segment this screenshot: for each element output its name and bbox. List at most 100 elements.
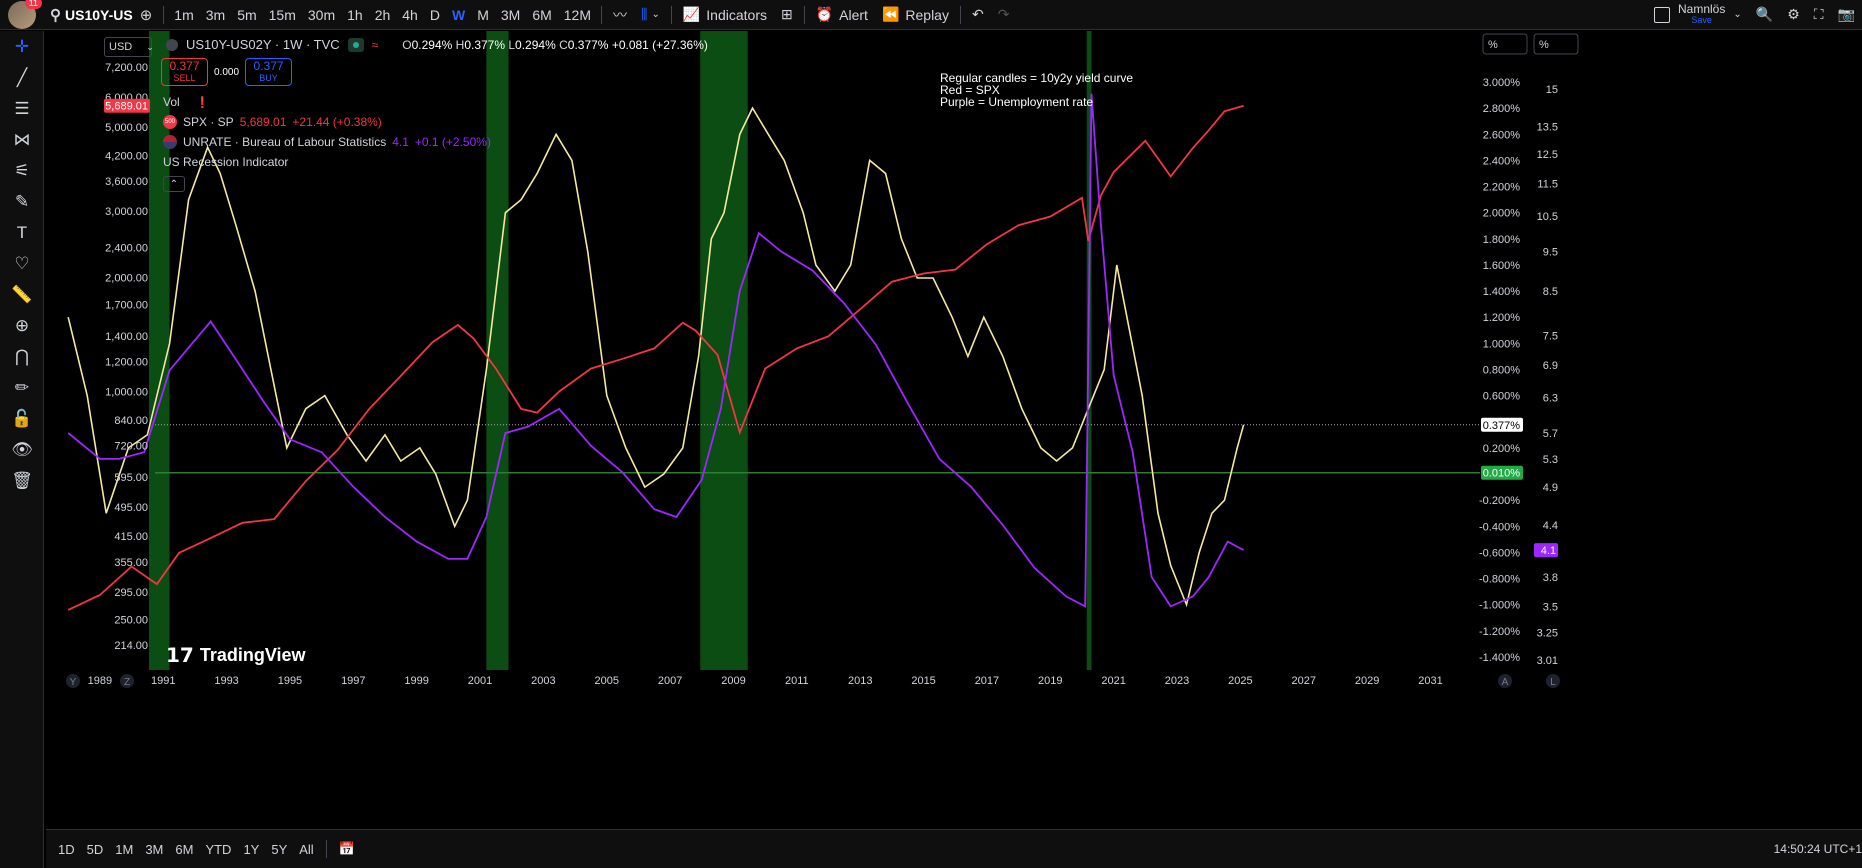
- symbol-search[interactable]: ⚲ US10Y-US: [50, 6, 133, 24]
- left-tick-label: 1,700.00: [105, 299, 148, 311]
- redo-icon: ↷: [997, 6, 1010, 22]
- right2-tick-label: 3.5: [1543, 601, 1558, 613]
- interval-w[interactable]: W: [451, 6, 466, 23]
- interval-3m[interactable]: 3M: [500, 6, 521, 23]
- collapse-legend-button[interactable]: ⌃: [163, 176, 185, 192]
- x-tick-label: 2023: [1165, 675, 1189, 687]
- right-axis-unit-select[interactable]: [1482, 33, 1528, 55]
- interval-1m[interactable]: 1m: [174, 6, 194, 23]
- log-scale-toggle[interactable]: [1546, 674, 1560, 688]
- range-ytd[interactable]: YTD: [205, 841, 232, 857]
- forecast-icon: ⚟: [14, 160, 30, 180]
- right2-tick-label: 9.5: [1543, 246, 1558, 258]
- trend-line-tool[interactable]: ╱: [0, 62, 44, 93]
- prediction-tool[interactable]: ⚟: [0, 155, 44, 186]
- redo-button[interactable]: ↷: [991, 0, 1017, 30]
- auto-scale-toggle[interactable]: [1498, 674, 1512, 688]
- left-tick-label: 250.00: [114, 614, 148, 626]
- sell-button[interactable]: 0.377 SELL: [161, 58, 208, 86]
- date-range-list: 1D 5D 1M 3M 6M YTD 1Y 5Y All: [52, 842, 320, 857]
- templates-button[interactable]: ⊞: [774, 0, 800, 30]
- right2-tick-label: 10.5: [1537, 211, 1558, 223]
- left-current-label: 5,689.01: [105, 101, 148, 113]
- unrate-label: UNRATE · Bureau of Labour Statistics: [183, 135, 387, 149]
- unrate-legend-row[interactable]: UNRATE · Bureau of Labour Statistics 4.1…: [163, 132, 491, 152]
- range-1y[interactable]: 1Y: [243, 841, 260, 857]
- chart-type-line-button[interactable]: 〰: [606, 0, 634, 30]
- camera-icon: 📷: [1837, 6, 1855, 22]
- indicators-button[interactable]: 📈 Indicators: [676, 0, 774, 30]
- tradingview-logo[interactable]: 𝟭𝟳 TradingView: [166, 643, 306, 668]
- interval-15m[interactable]: 15m: [268, 6, 296, 23]
- layout-select[interactable]: Namnlös Save ⌄: [1647, 0, 1749, 30]
- replay-button[interactable]: ⏪ Replay: [875, 0, 956, 30]
- y-axis-toggle[interactable]: [66, 674, 80, 688]
- right2-tick-label: 7.5: [1543, 330, 1558, 342]
- interval-5m[interactable]: 5m: [237, 6, 257, 23]
- right-tick-label: -1.000%: [1479, 600, 1520, 612]
- avatar[interactable]: 11: [8, 0, 42, 29]
- stay-drawing-tool[interactable]: ✏: [0, 372, 44, 403]
- text-annotation[interactable]: Regular candles = 10y2y yield curve Red …: [940, 72, 1133, 108]
- undo-button[interactable]: ↶: [965, 0, 991, 30]
- range-6m[interactable]: 6M: [175, 841, 194, 857]
- currency-select[interactable]: USD ⌄: [104, 37, 154, 57]
- x-tick-label: 2025: [1228, 675, 1252, 687]
- recession-legend-row[interactable]: US Recession Indicator: [163, 152, 491, 172]
- brush-tool[interactable]: ✎: [0, 186, 44, 217]
- range-5d[interactable]: 5D: [86, 841, 104, 857]
- spx-legend-row[interactable]: 500 SPX · SP 5,689.01 +21.44 (+0.38%): [163, 112, 491, 132]
- settings-button[interactable]: ⚙: [1780, 0, 1807, 30]
- remove-drawings-tool[interactable]: 🗑: [0, 465, 44, 496]
- alert-button[interactable]: ⏰ Alert: [809, 0, 875, 30]
- interval-m[interactable]: M: [477, 6, 489, 23]
- range-1m[interactable]: 1M: [115, 841, 134, 857]
- interval-1h[interactable]: 1h: [347, 6, 363, 23]
- interval-6m[interactable]: 6M: [532, 6, 552, 23]
- snapshot-button[interactable]: 📷: [1831, 0, 1862, 30]
- x-tick-label: 2029: [1355, 675, 1379, 687]
- interval-2h[interactable]: 2h: [374, 6, 391, 23]
- vol-legend-row[interactable]: Vol ❗: [163, 92, 491, 112]
- fib-tool[interactable]: ☰: [0, 93, 44, 124]
- text-tool[interactable]: T: [0, 217, 44, 248]
- interval-12m[interactable]: 12M: [563, 6, 591, 23]
- measure-tool[interactable]: 📏: [0, 279, 44, 310]
- right-tick-label: -0.600%: [1479, 547, 1520, 559]
- goto-date-button[interactable]: 📅: [333, 841, 361, 857]
- symbol-logo-icon: [166, 38, 178, 51]
- interval-4h[interactable]: 4h: [402, 6, 418, 23]
- main-series-legend[interactable]: US10Y-US02Y · 1W · TVC ≈ O0.294% H0.377%…: [166, 37, 708, 52]
- chart-type-candles-button[interactable]: ⫼ ⌄: [634, 0, 667, 30]
- left-tick-label: 720.00: [114, 441, 148, 453]
- range-3m[interactable]: 3M: [145, 841, 164, 857]
- zoom-tool[interactable]: ⊕: [0, 310, 44, 341]
- right2-tick-label: 3.25: [1537, 628, 1558, 640]
- hide-drawings-tool[interactable]: 👁: [0, 434, 44, 465]
- high-value: 0.377%: [464, 37, 506, 52]
- range-all[interactable]: All: [299, 841, 314, 857]
- clock[interactable]: 14:50:24 UTC+1: [1773, 842, 1862, 856]
- z-axis-toggle[interactable]: [120, 674, 134, 688]
- interval-30m[interactable]: 30m: [307, 6, 336, 23]
- crosshair-tool[interactable]: ✛: [0, 31, 44, 62]
- interval-3m[interactable]: 3m: [205, 6, 226, 23]
- left-tick-label: 295.00: [114, 587, 148, 599]
- interval-d[interactable]: D: [429, 6, 440, 23]
- crosshair-icon: ✛: [14, 36, 30, 56]
- pattern-tool[interactable]: ⋈: [0, 124, 44, 155]
- magnet-tool[interactable]: ⋂: [0, 341, 44, 372]
- quick-search-button[interactable]: 🔍: [1749, 0, 1780, 30]
- chevron-up-icon: ⌃: [169, 178, 179, 190]
- buy-button[interactable]: 0.377 BUY: [245, 58, 293, 86]
- range-5y[interactable]: 5Y: [271, 841, 288, 857]
- compare-symbol-button[interactable]: ⊕: [133, 0, 160, 30]
- icon-tool[interactable]: ♡: [0, 248, 44, 279]
- divider: [959, 5, 961, 24]
- fullscreen-button[interactable]: ⛶: [1807, 0, 1831, 30]
- x-tick-label: 1997: [341, 675, 365, 687]
- range-1d[interactable]: 1D: [58, 841, 75, 857]
- right2-axis-unit-select[interactable]: [1533, 33, 1579, 55]
- lock-drawings-tool[interactable]: 🔓: [0, 403, 44, 434]
